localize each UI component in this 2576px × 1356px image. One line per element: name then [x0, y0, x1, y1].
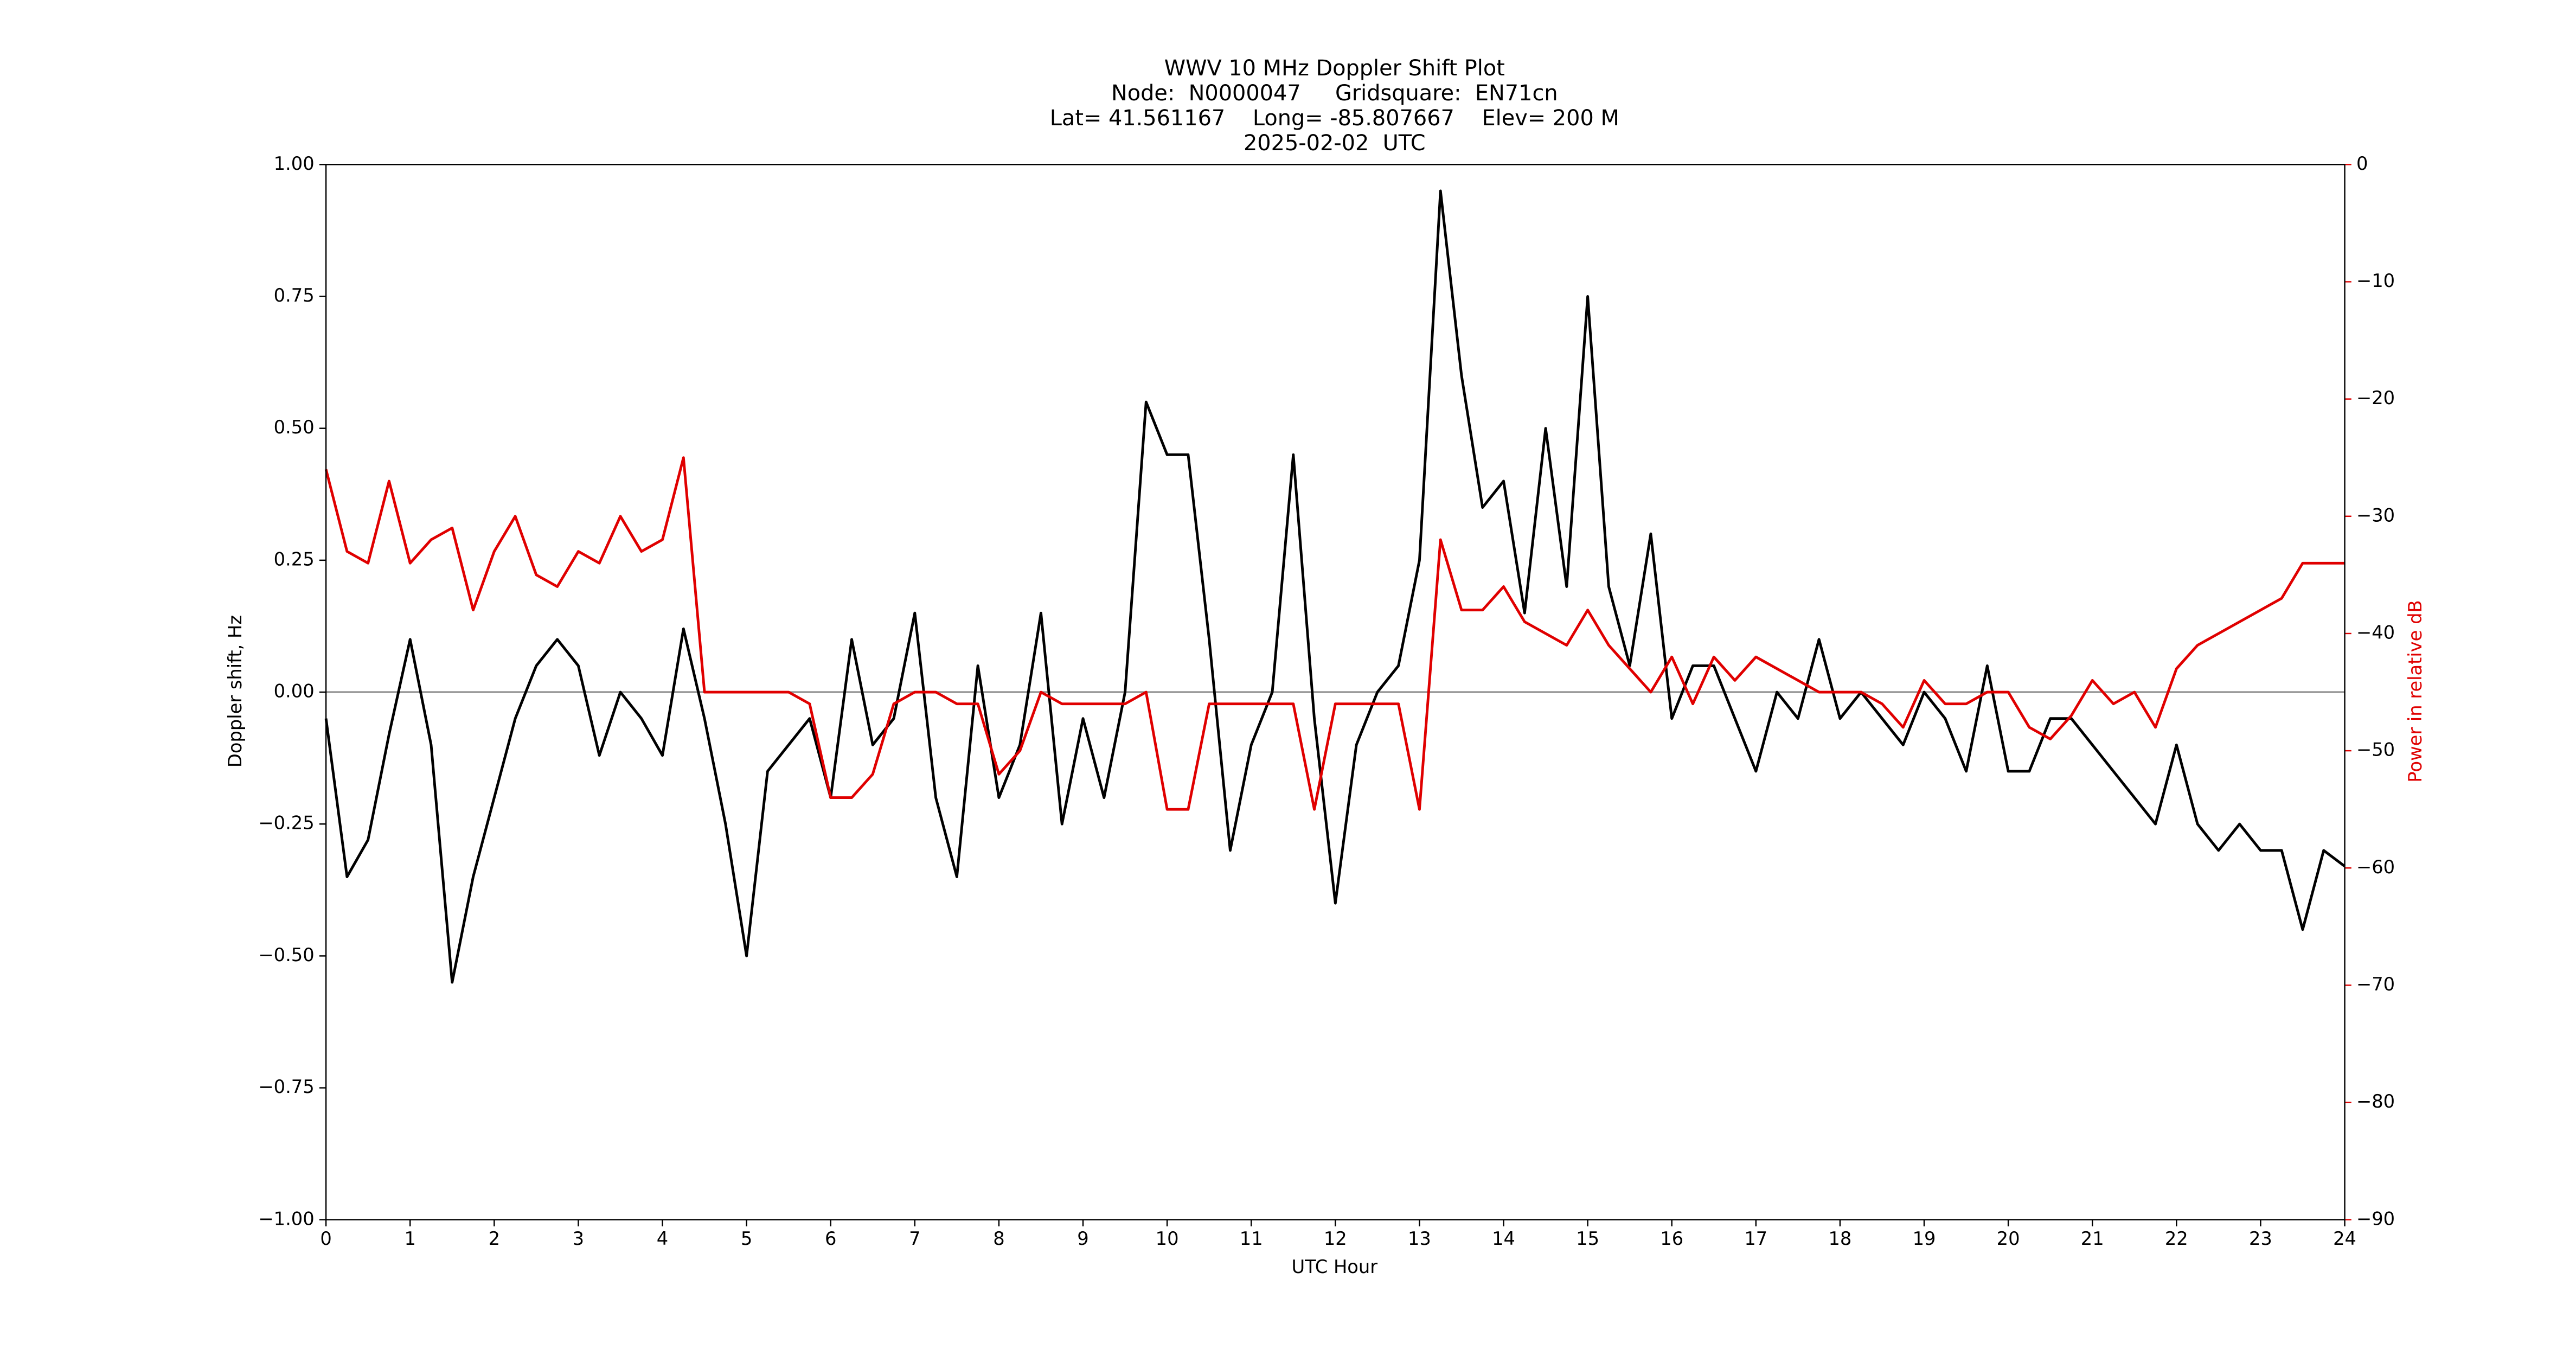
x-tick-label: 16	[1660, 1228, 1683, 1249]
y2-tick-label: −50	[2356, 739, 2395, 760]
x-tick-label: 6	[825, 1228, 836, 1249]
x-tick-label: 22	[2165, 1228, 2188, 1249]
y-tick-label: 0.50	[274, 417, 315, 438]
x-tick-label: 4	[657, 1228, 668, 1249]
y-tick-label: −1.00	[258, 1208, 314, 1229]
y-tick-label: 0.75	[274, 285, 315, 306]
x-tick-label: 13	[1408, 1228, 1431, 1249]
y-tick-label: 0.25	[274, 548, 315, 570]
y2-tick-label: −10	[2356, 270, 2395, 291]
x-tick-label: 1	[404, 1228, 415, 1249]
y2-tick-label: −80	[2356, 1091, 2395, 1112]
y-tick-label: −0.25	[258, 813, 314, 834]
y2-axis-label: Power in relative dB	[2405, 600, 2426, 782]
chart-subtitle: Lat= 41.561167 Long= -85.807667 Elev= 20…	[1050, 106, 1619, 131]
y2-tick-label: −60	[2356, 856, 2395, 878]
x-tick-label: 17	[1744, 1228, 1767, 1249]
x-tick-label: 2	[489, 1228, 500, 1249]
y-tick-label: 0.00	[274, 681, 315, 702]
series-line	[324, 456, 2345, 811]
y2-tick-label: −40	[2356, 622, 2395, 643]
y2-tick-label: −70	[2356, 974, 2395, 995]
x-tick-label: 19	[1913, 1228, 1936, 1249]
x-tick-label: 11	[1240, 1228, 1263, 1249]
x-tick-label: 9	[1077, 1228, 1088, 1249]
y2-tick-label: 0	[2356, 153, 2368, 174]
series-line	[324, 189, 2346, 984]
x-tick-label: 21	[2081, 1228, 2104, 1249]
y-axis-label: Doppler shift, Hz	[225, 615, 246, 767]
y-tick-label: −0.50	[258, 944, 314, 965]
x-tick-label: 3	[573, 1228, 584, 1249]
x-tick-label: 5	[741, 1228, 752, 1249]
y-tick-label: −0.75	[258, 1076, 314, 1097]
plot-frame	[325, 164, 2346, 1220]
x-tick-label: 18	[1828, 1228, 1851, 1249]
x-tick-label: 20	[1997, 1228, 2020, 1249]
x-tick-label: 15	[1576, 1228, 1599, 1249]
chart-subtitle: 2025-02-02 UTC	[1244, 131, 1426, 156]
x-tick-label: 23	[2249, 1228, 2272, 1249]
y2-tick-label: −30	[2356, 504, 2395, 526]
x-tick-label: 10	[1156, 1228, 1179, 1249]
x-tick-label: 8	[993, 1228, 1004, 1249]
y2-tick-label: −90	[2356, 1208, 2395, 1229]
chart-subtitle: Node: N0000047 Gridsquare: EN71cn	[1111, 81, 1558, 106]
chart-title: WWV 10 MHz Doppler Shift Plot	[1164, 56, 1505, 81]
x-tick-label: 7	[909, 1228, 920, 1249]
x-tick-label: 24	[2333, 1228, 2356, 1249]
x-axis-label: UTC Hour	[1291, 1256, 1377, 1277]
y2-tick-label: −20	[2356, 387, 2395, 408]
x-tick-label: 0	[320, 1228, 331, 1249]
x-tick-label: 14	[1492, 1228, 1515, 1249]
x-tick-label: 12	[1324, 1228, 1347, 1249]
y-tick-label: 1.00	[274, 153, 315, 174]
